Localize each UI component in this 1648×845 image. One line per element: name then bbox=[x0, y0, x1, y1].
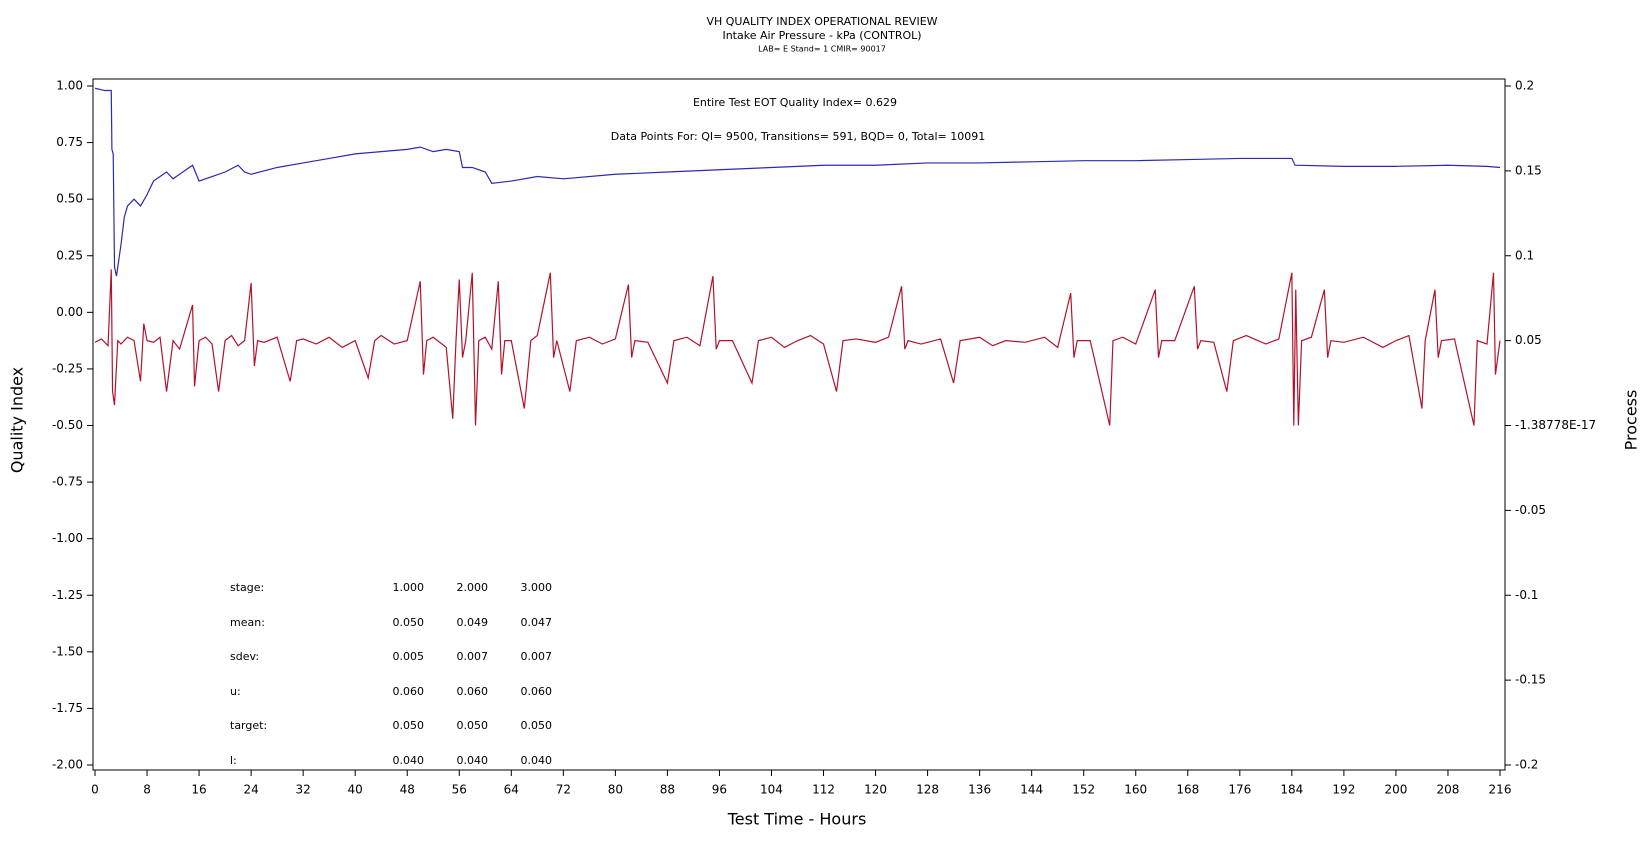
x-tick-label: 168 bbox=[1176, 783, 1199, 797]
x-tick-label: 120 bbox=[864, 783, 887, 797]
y-tick-label: -1.00 bbox=[52, 531, 83, 545]
annotation: Entire Test EOT Quality Index= 0.629 bbox=[693, 96, 897, 109]
y2-tick-label: 0.05 bbox=[1515, 333, 1542, 347]
table-cell: 0.060 bbox=[521, 685, 553, 698]
table-cell: 0.040 bbox=[521, 754, 553, 767]
chart-title: VH QUALITY INDEX OPERATIONAL REVIEW bbox=[706, 15, 937, 28]
table-cell: 0.040 bbox=[393, 754, 425, 767]
x-tick-label: 144 bbox=[1020, 783, 1043, 797]
x-tick-label: 8 bbox=[143, 783, 151, 797]
y-tick-label: 0.25 bbox=[56, 248, 83, 262]
table-cell: 3.000 bbox=[521, 581, 553, 594]
table-cell: 1.000 bbox=[393, 581, 425, 594]
y-tick-label: -2.00 bbox=[52, 758, 83, 772]
table-row-label: sdev: bbox=[230, 650, 259, 663]
table-cell: 0.047 bbox=[521, 616, 553, 629]
y-tick-label: -0.25 bbox=[52, 361, 83, 375]
table-cell: 0.049 bbox=[457, 616, 489, 629]
x-tick-label: 160 bbox=[1124, 783, 1147, 797]
table-row-label: mean: bbox=[230, 616, 265, 629]
y2-tick-label: -0.1 bbox=[1515, 588, 1538, 602]
x-tick-label: 40 bbox=[348, 783, 363, 797]
table-cell: 0.060 bbox=[457, 685, 489, 698]
chart-subtitle: Intake Air Pressure - kPa (CONTROL) bbox=[722, 29, 921, 42]
table-cell: 0.007 bbox=[457, 650, 489, 663]
y2-tick-label: 0.2 bbox=[1515, 79, 1534, 93]
table-cell: 0.007 bbox=[521, 650, 553, 663]
x-tick-label: 96 bbox=[712, 783, 727, 797]
y2-tick-label: -0.05 bbox=[1515, 503, 1546, 517]
x-tick-label: 152 bbox=[1072, 783, 1095, 797]
y2-tick-label: 0.1 bbox=[1515, 248, 1534, 262]
table-cell: 0.040 bbox=[457, 754, 489, 767]
x-tick-label: 24 bbox=[243, 783, 258, 797]
y-tick-label: -1.25 bbox=[52, 588, 83, 602]
table-row-label: stage: bbox=[230, 581, 264, 594]
table-cell: 2.000 bbox=[457, 581, 489, 594]
y2-tick-label: -1.38778E-17 bbox=[1515, 418, 1596, 432]
x-tick-label: 88 bbox=[660, 783, 675, 797]
y2-tick-label: 0.15 bbox=[1515, 163, 1542, 177]
table-cell: 0.050 bbox=[393, 616, 425, 629]
y-tick-label: -0.50 bbox=[52, 418, 83, 432]
y-tick-label: -1.75 bbox=[52, 701, 83, 715]
x-tick-label: 80 bbox=[608, 783, 623, 797]
y-tick-label: -0.75 bbox=[52, 475, 83, 489]
y-tick-label: 1.00 bbox=[56, 79, 83, 93]
y2-tick-label: -0.15 bbox=[1515, 673, 1546, 687]
data-line bbox=[94, 87, 1501, 277]
x-tick-label: 184 bbox=[1280, 783, 1303, 797]
y-tick-label: 0.50 bbox=[56, 192, 83, 206]
table-cell: 0.050 bbox=[521, 719, 553, 732]
x-tick-label: 200 bbox=[1384, 783, 1407, 797]
x-tick-label: 136 bbox=[968, 783, 991, 797]
x-tick-label: 208 bbox=[1437, 783, 1460, 797]
y2-axis-title: Process bbox=[1622, 390, 1641, 451]
x-tick-label: 0 bbox=[91, 783, 99, 797]
chart-subtitle: LAB= E Stand= 1 CMIR= 90017 bbox=[758, 45, 886, 54]
table-row-label: target: bbox=[230, 719, 267, 732]
x-tick-label: 216 bbox=[1489, 783, 1512, 797]
table-cell: 0.060 bbox=[393, 685, 425, 698]
data-line bbox=[94, 269, 1501, 426]
x-tick-label: 72 bbox=[556, 783, 571, 797]
table-row-label: l: bbox=[230, 754, 237, 767]
table-cell: 0.005 bbox=[393, 650, 425, 663]
x-tick-label: 64 bbox=[504, 783, 519, 797]
x-tick-label: 48 bbox=[400, 783, 415, 797]
x-tick-label: 56 bbox=[452, 783, 467, 797]
y2-tick-label: -0.2 bbox=[1515, 758, 1538, 772]
x-tick-label: 32 bbox=[296, 783, 311, 797]
x-axis-title: Test Time - Hours bbox=[727, 810, 867, 829]
y-tick-label: -1.50 bbox=[52, 644, 83, 658]
x-tick-label: 112 bbox=[812, 783, 835, 797]
plot-frame bbox=[92, 78, 1506, 771]
table-cell: 0.050 bbox=[393, 719, 425, 732]
table-cell: 0.050 bbox=[457, 719, 489, 732]
x-tick-label: 192 bbox=[1332, 783, 1355, 797]
y-tick-label: 0.75 bbox=[56, 135, 83, 149]
y-axis-title: Quality Index bbox=[8, 367, 27, 473]
x-tick-label: 16 bbox=[191, 783, 206, 797]
x-tick-label: 104 bbox=[760, 783, 783, 797]
x-tick-label: 176 bbox=[1228, 783, 1251, 797]
table-row-label: u: bbox=[230, 685, 241, 698]
x-tick-label: 128 bbox=[916, 783, 939, 797]
y-tick-label: 0.00 bbox=[56, 305, 83, 319]
annotation: Data Points For: QI= 9500, Transitions= … bbox=[611, 130, 986, 143]
